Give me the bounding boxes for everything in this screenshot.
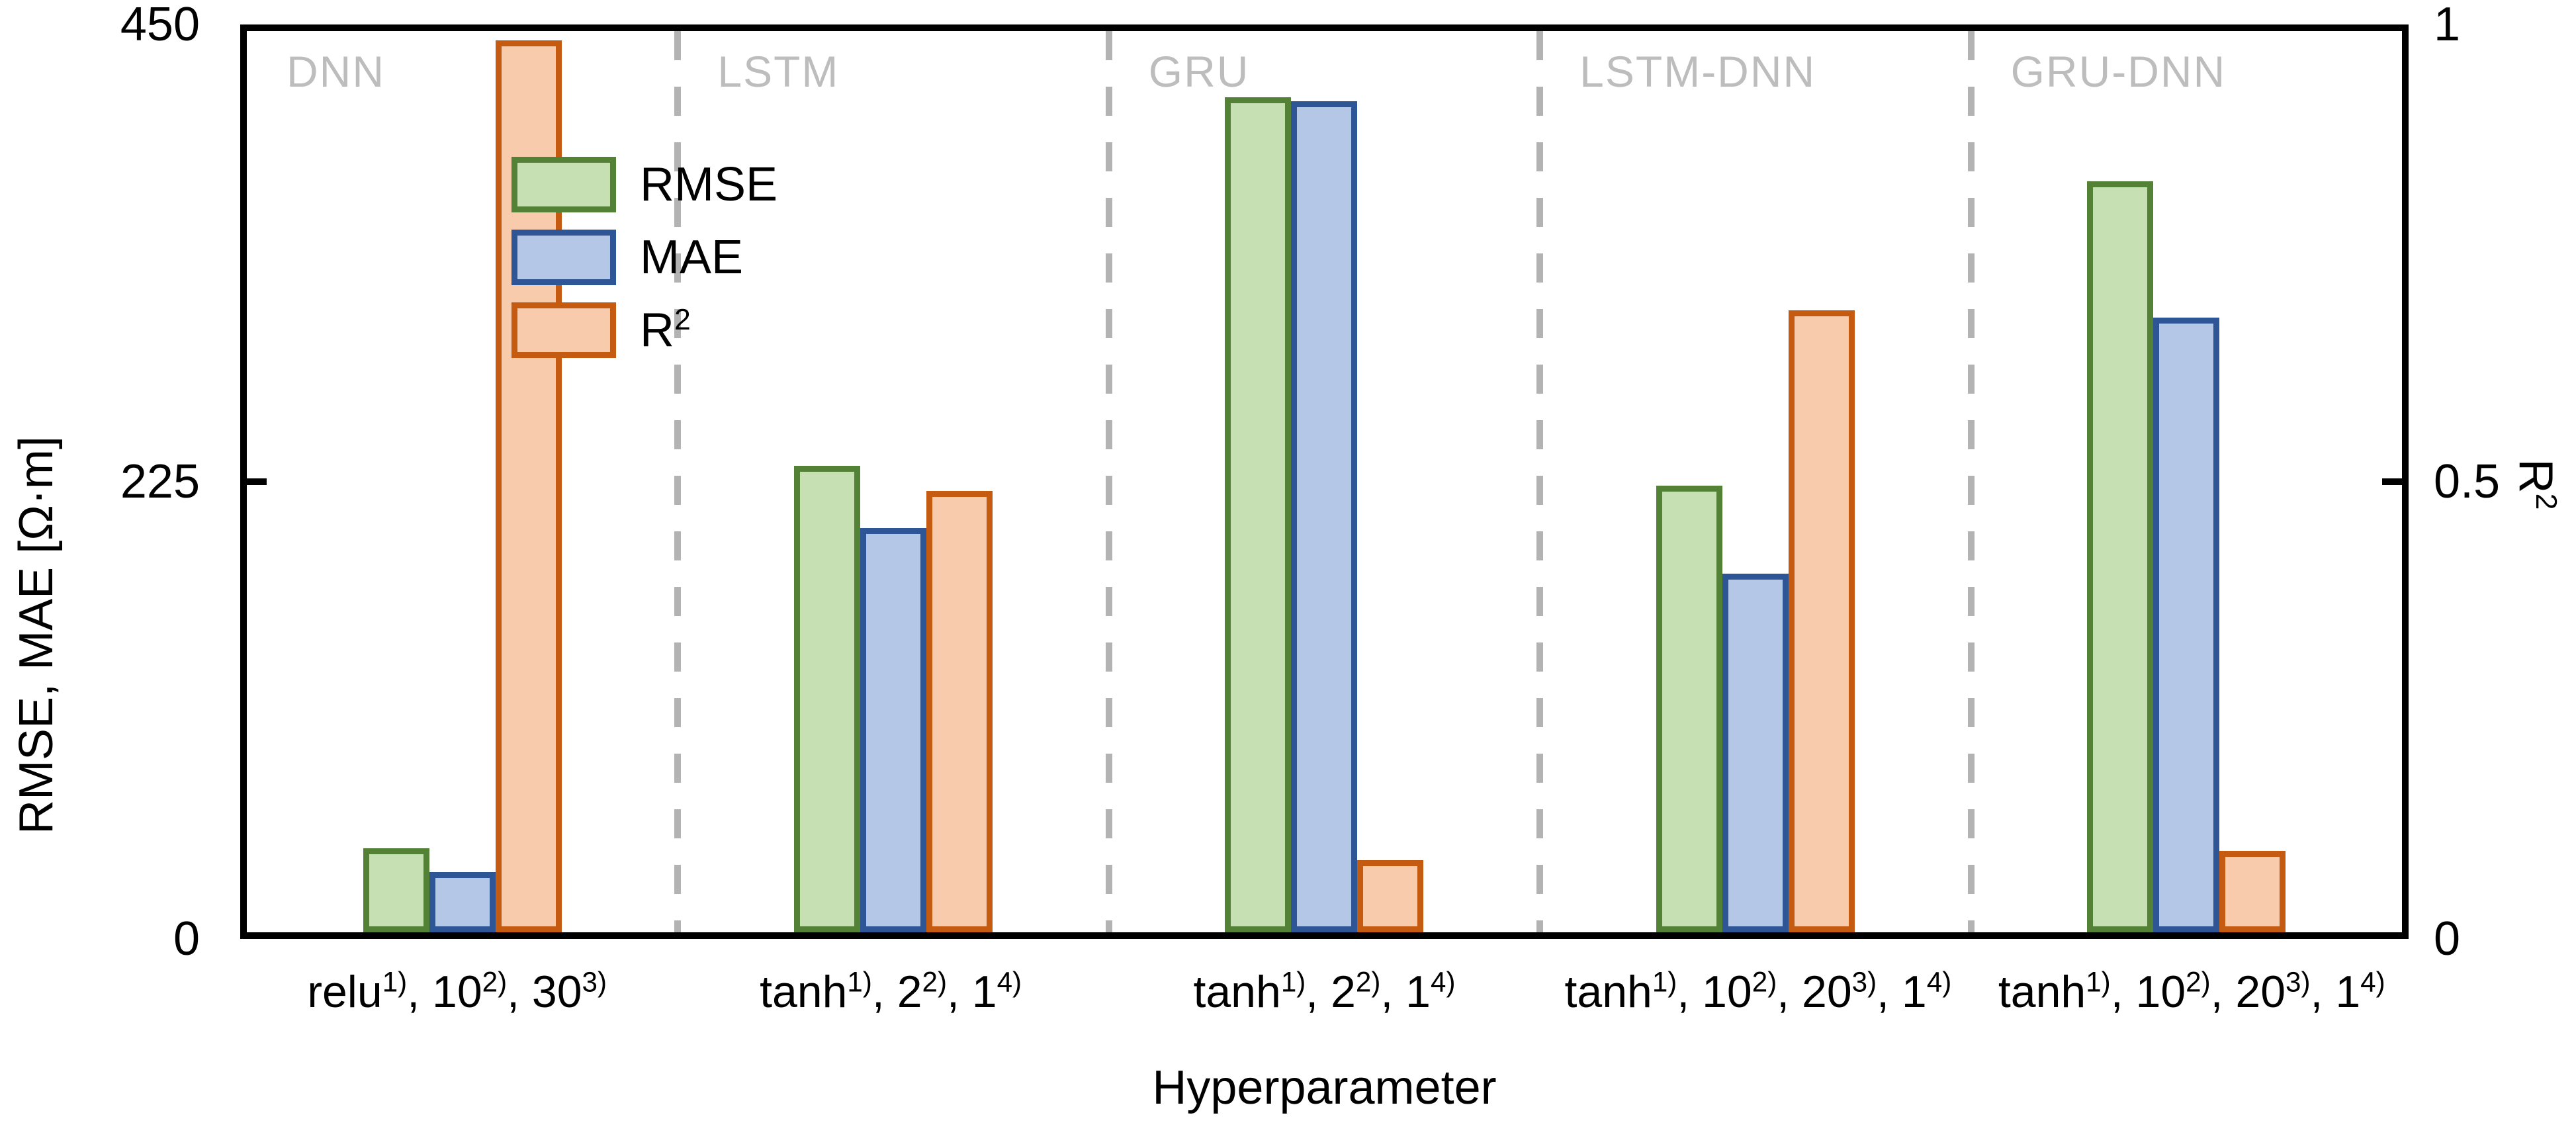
right-tick-0: 0 (2434, 912, 2461, 965)
bar-rmse-gru-dnn (2087, 181, 2154, 932)
group-lstm: LSTM (674, 31, 1108, 932)
left-tick-450: 450 (120, 0, 200, 51)
legend-swatch-mae (511, 230, 616, 285)
legend-item-rmse: RMSE (511, 157, 777, 212)
x-axis-title: Hyperparameter (1152, 1061, 1497, 1114)
group-separator (1536, 31, 1544, 932)
group-lstm-dnn: LSTM-DNN (1536, 31, 1971, 932)
left-axis-tick-labels: 450 225 0 (0, 1, 218, 963)
bar-mae-dnn (429, 872, 496, 932)
x-tick-label-dnn: relu1), 102), 303) (307, 966, 607, 1017)
left-tick-0: 0 (173, 912, 200, 965)
x-axis-tick-labels: relu1), 102), 303) tanh1), 22), 14) tanh1)… (240, 967, 2409, 1017)
bar-mae-gru (1291, 101, 1358, 932)
bar-r2-gru (1357, 860, 1424, 932)
right-tick-0_5: 0.5 (2434, 455, 2501, 508)
legend-item-mae: MAE (511, 230, 777, 285)
group-label-gru-dnn: GRU-DNN (2010, 47, 2227, 96)
x-tick-label-lstm: tanh1), 22), 14) (760, 966, 1022, 1017)
x-tick-label-gru-dnn: tanh1), 102), 203), 14) (1998, 966, 2385, 1017)
legend: RMSE MAE R2 (511, 157, 777, 358)
legend-label-rmse: RMSE (640, 158, 778, 211)
group-gru: GRU (1105, 31, 1540, 932)
bar-rmse-gru (1225, 97, 1292, 932)
group-gru-dnn: GRU-DNN (1967, 31, 2402, 932)
legend-swatch-rmse (511, 157, 616, 212)
bar-cluster-gru-dnn (1971, 31, 2402, 932)
group-label-lstm: LSTM (717, 47, 840, 96)
bar-r2-gru-dnn (2219, 851, 2286, 932)
bar-r2-lstm (926, 490, 993, 932)
legend-item-r2: R2 (511, 302, 777, 358)
bar-mae-lstm (860, 527, 927, 932)
bar-mae-lstm-dnn (1722, 574, 1789, 932)
group-label-dnn: DNN (287, 47, 385, 96)
bar-mae-gru-dnn (2153, 317, 2220, 932)
legend-label-mae: MAE (640, 231, 744, 284)
legend-swatch-r2 (511, 302, 616, 358)
bar-rmse-lstm (794, 465, 861, 932)
bar-rmse-dnn (363, 848, 429, 932)
group-separator (1105, 31, 1112, 932)
right-tick-1: 1 (2434, 0, 2461, 51)
bar-rmse-lstm-dnn (1656, 486, 1722, 932)
bar-r2-lstm-dnn (1788, 310, 1855, 932)
bar-cluster-gru (1109, 31, 1540, 932)
group-separator (1967, 31, 1975, 932)
right-axis-midtick (2382, 478, 2402, 485)
right-axis-title: R2 (2509, 459, 2562, 510)
left-tick-225: 225 (120, 455, 200, 508)
legend-label-r2: R2 (640, 304, 691, 357)
group-separator (674, 31, 682, 932)
x-tick-label-lstm-dnn: tanh1), 102), 203), 14) (1564, 966, 1952, 1017)
group-label-lstm-dnn: LSTM-DNN (1579, 47, 1816, 96)
group-label-gru: GRU (1148, 47, 1250, 96)
bar-cluster-lstm-dnn (1540, 31, 1971, 932)
left-axis-midtick (247, 478, 267, 485)
right-axis-tick-labels: 1 0.5 0 (2434, 1, 2573, 963)
bar-cluster-lstm (678, 31, 1108, 932)
plot-area: DNN LSTM GRU LSTM-DNN GRU-DNN RMSE MAE R2 (240, 24, 2409, 939)
x-tick-label-gru: tanh1), 22), 14) (1193, 966, 1456, 1017)
